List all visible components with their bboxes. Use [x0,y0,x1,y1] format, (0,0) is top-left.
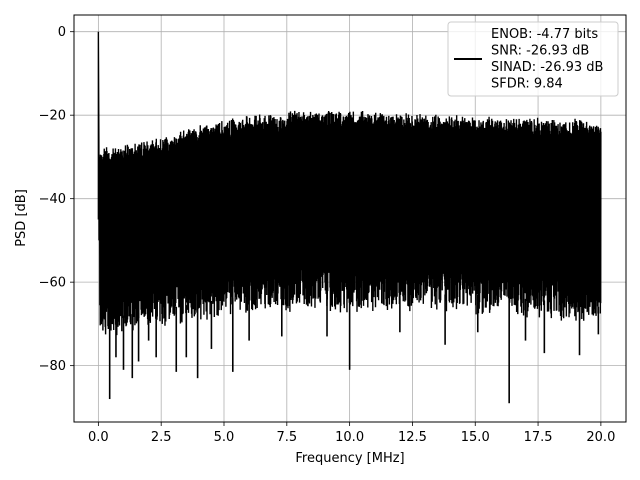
x-tick-label: 5.0 [214,430,235,445]
legend-entry-label: ENOB: -4.77 bits SNR: -26.93 dB SINAD: -26… [491,27,603,92]
series-line [97,31,602,336]
x-axis-label: Frequency [MHz] [295,451,404,466]
x-axis-ticks: 0.0 2.5 5.0 7.5 10.0 12.5 15.0 17.5 20.0 [88,422,615,445]
y-tick-label: −80 [39,359,66,374]
x-tick-label: 12.5 [398,430,427,445]
x-tick-label: 20.0 [586,430,615,445]
legend-box [447,21,619,97]
legend: ENOB: -4.77 bits SNR: -26.93 dB SINAD: -26… [447,21,619,97]
x-tick-label: 7.5 [276,430,297,445]
y-axis-label: PSD [dB] [14,189,29,247]
x-tick-label: 0.0 [88,430,109,445]
y-axis-ticks: 0 −20 −40 −60 −80 [39,25,74,374]
y-tick-label: −20 [39,109,66,124]
y-tick-label: 0 [58,25,66,40]
x-tick-label: 10.0 [335,430,364,445]
x-tick-label: 2.5 [151,430,172,445]
y-tick-label: −60 [39,276,66,291]
x-tick-label: 15.0 [461,430,490,445]
x-tick-label: 17.5 [524,430,553,445]
series-psd [97,31,602,404]
y-tick-label: −40 [39,192,66,207]
